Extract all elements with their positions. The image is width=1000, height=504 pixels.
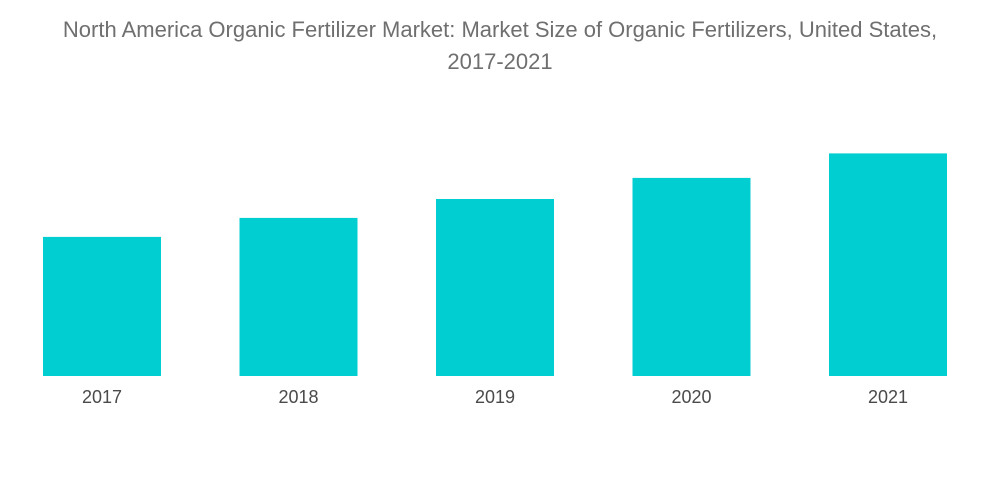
- x-tick-label-2021: 2021: [868, 387, 908, 407]
- bar-2019: [436, 199, 554, 376]
- bar-2018: [239, 217, 358, 376]
- bar-2020: [632, 177, 751, 376]
- x-tick-label-2017: 2017: [82, 387, 122, 407]
- x-tick-labels: 2017 2018 2019 2020 2021: [82, 387, 908, 407]
- bar-2017: [43, 236, 161, 376]
- chart-title: North America Organic Fertilizer Market:…: [0, 14, 1000, 78]
- x-tick-label-2018: 2018: [278, 387, 318, 407]
- x-tick-label-2019: 2019: [475, 387, 515, 407]
- bar-2021: [829, 153, 947, 376]
- chart-title-line-2: 2017-2021: [447, 49, 553, 74]
- chart-title-line-1: North America Organic Fertilizer Market:…: [62, 17, 938, 42]
- bars-group: [43, 153, 947, 376]
- x-tick-label-2020: 2020: [671, 387, 711, 407]
